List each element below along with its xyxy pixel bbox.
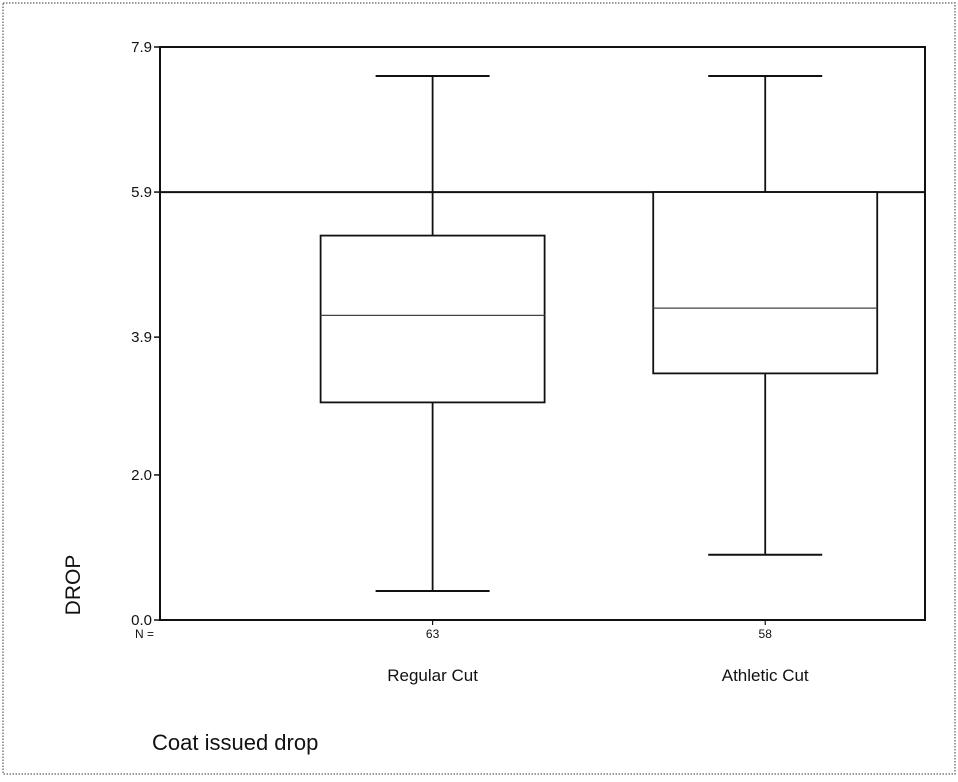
box-iqr [652, 191, 879, 375]
y-tick-label: 0.0 [131, 612, 152, 629]
y-tick-label: 2.0 [131, 467, 152, 484]
plot-frame [159, 46, 926, 621]
group-n-label: 63 [426, 627, 440, 641]
y-axis-label: DROP [62, 555, 85, 616]
box-iqr [319, 234, 546, 404]
x-category-label: Athletic Cut [722, 666, 809, 685]
y-tick-label: 5.9 [131, 184, 152, 201]
x-category-label: Regular Cut [387, 666, 478, 685]
n-prefix-label: N = [135, 627, 154, 641]
y-tick-label: 7.9 [131, 39, 152, 56]
y-tick-label: 3.9 [131, 329, 152, 346]
group-n-label: 58 [759, 627, 773, 641]
chart-caption: Coat issued drop [152, 730, 318, 755]
